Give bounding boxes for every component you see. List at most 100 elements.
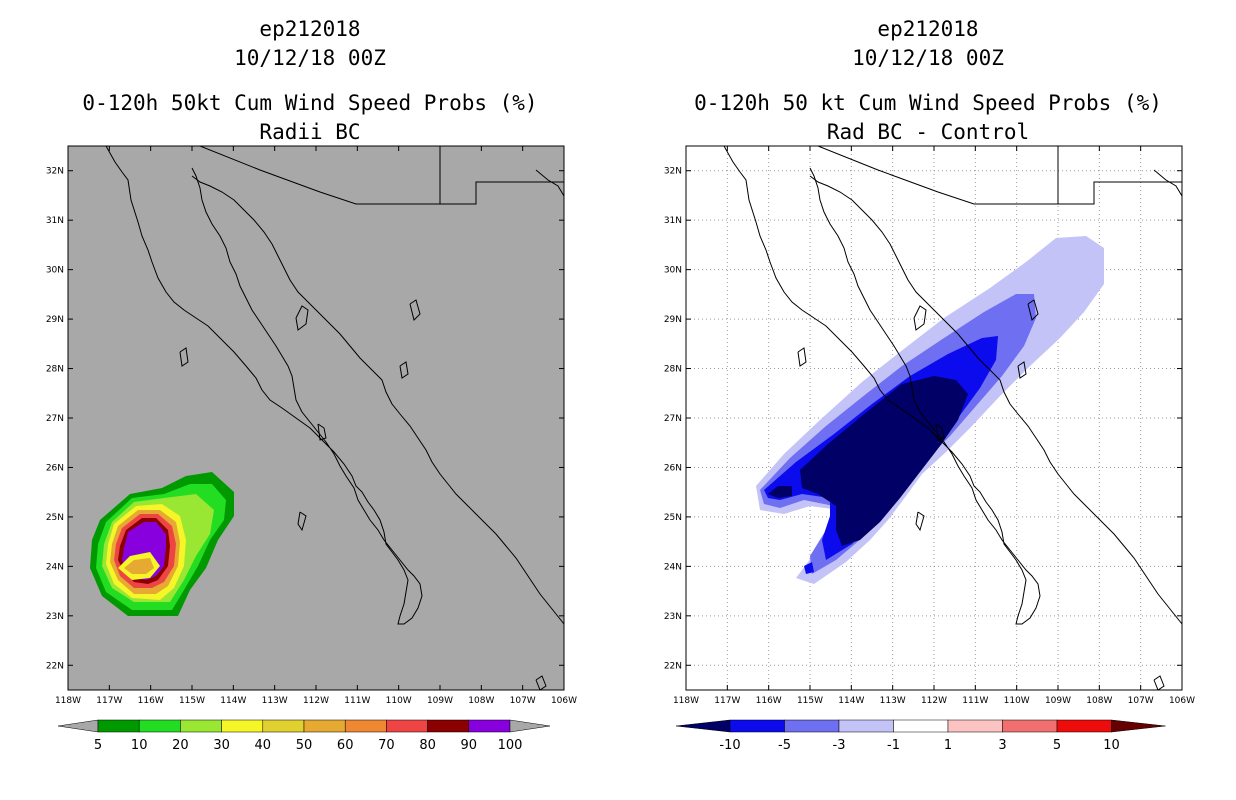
left-probability-contours xyxy=(90,146,564,690)
right-title-storm-id: ep212018 xyxy=(877,17,979,41)
colorbar-label: 50 xyxy=(296,738,313,753)
right-difference-contours xyxy=(723,146,1182,690)
left-title-storm-id: ep212018 xyxy=(259,17,361,41)
colorbar-label: 1 xyxy=(944,738,952,753)
lon-tick-label: 113W xyxy=(880,696,906,706)
lat-tick-label: 22N xyxy=(664,661,682,671)
colorbar-swatch xyxy=(221,719,264,733)
colorbar-swatch xyxy=(138,719,181,733)
lat-tick-label: 31N xyxy=(46,216,64,226)
colorbar-swatch xyxy=(386,719,428,733)
lat-tick-label: 28N xyxy=(664,365,682,375)
colorbar-swatch xyxy=(838,719,894,733)
lon-tick-label: 116W xyxy=(756,696,782,706)
lon-tick-label: 115W xyxy=(797,696,823,706)
left-title-subtitle: Radii BC xyxy=(259,120,361,144)
right-map-title: ep212018 10/12/18 00Z 0-120h 50 kt Cum W… xyxy=(628,15,1228,147)
lat-tick-label: 22N xyxy=(46,661,64,671)
right-title-date: 10/12/18 00Z xyxy=(852,46,1004,70)
colorbar-swatch xyxy=(1002,719,1058,733)
right-title-subtitle: Rad BC - Control xyxy=(826,120,1030,144)
right-lat-axis: 32N 31N 30N 29N 28N 27N 26N 25N 24N 23N 22N xyxy=(664,167,1182,671)
lon-tick-label: 117W xyxy=(714,696,740,706)
colorbar-label: 80 xyxy=(419,738,436,753)
lat-tick-label: 31N xyxy=(664,216,682,226)
lon-tick-label: 113W xyxy=(262,696,288,706)
lat-tick-label: 32N xyxy=(664,167,682,177)
lat-tick-label: 30N xyxy=(664,266,682,276)
lat-tick-label: 26N xyxy=(664,463,682,473)
colorbar-swatch xyxy=(947,719,1003,733)
colorbar-label: 5 xyxy=(1053,738,1061,753)
left-title-date: 10/12/18 00Z xyxy=(234,46,386,70)
lon-tick-label: 114W xyxy=(838,696,864,706)
lat-tick-label: 24N xyxy=(46,562,64,572)
colorbar-over-triangle xyxy=(1111,719,1166,733)
colorbar-label: 70 xyxy=(378,738,395,753)
right-title-product: 0-120h 50 kt Cum Wind Speed Probs (%) xyxy=(694,91,1162,115)
colorbar-label: -10 xyxy=(719,738,740,753)
colorbar-label: 10 xyxy=(1103,738,1120,753)
lon-tick-label: 110W xyxy=(386,696,412,706)
left-colorbar: 5 10 20 30 40 50 60 70 80 90 100 xyxy=(57,719,551,753)
colorbar-label: 30 xyxy=(213,738,230,753)
lat-tick-label: 25N xyxy=(46,513,64,523)
colorbar-swatch xyxy=(344,719,387,733)
colorbar-label: 5 xyxy=(94,738,102,753)
lon-tick-label: 114W xyxy=(220,696,246,706)
colorbar-label: 60 xyxy=(337,738,354,753)
lat-tick-label: 29N xyxy=(46,315,64,325)
colorbar-label: -5 xyxy=(778,738,791,753)
colorbar-label: -1 xyxy=(887,738,900,753)
colorbar-swatch xyxy=(468,719,511,733)
lat-tick-label: 29N xyxy=(664,315,682,325)
colorbar-label: 10 xyxy=(131,738,148,753)
lon-tick-label: 106W xyxy=(1169,696,1195,706)
lat-tick-label: 30N xyxy=(46,266,64,276)
colorbar-swatch xyxy=(893,719,949,733)
colorbar-label: 40 xyxy=(255,738,272,753)
colorbar-swatch xyxy=(262,719,305,733)
colorbar-swatch xyxy=(729,719,785,733)
colorbar-swatch xyxy=(784,719,840,733)
lon-tick-label: 118W xyxy=(55,696,81,706)
lon-tick-label: 116W xyxy=(138,696,164,706)
lat-tick-label: 24N xyxy=(664,562,682,572)
colorbar-label: 100 xyxy=(498,738,523,753)
lat-tick-label: 27N xyxy=(664,414,682,424)
lon-tick-label: 111W xyxy=(344,696,370,706)
lon-tick-label: 106W xyxy=(551,696,577,706)
colorbar-under-triangle xyxy=(675,719,731,733)
lon-tick-label: 107W xyxy=(510,696,536,706)
colorbar-swatch xyxy=(97,719,140,733)
lon-tick-label: 108W xyxy=(1086,696,1112,706)
lon-tick-label: 118W xyxy=(673,696,699,706)
lat-tick-label: 23N xyxy=(46,612,64,622)
colorbar-swatch xyxy=(1056,719,1112,733)
colorbar-label: 3 xyxy=(998,738,1006,753)
colorbar-label: 20 xyxy=(172,738,189,753)
left-title-product: 0-120h 50kt Cum Wind Speed Probs (%) xyxy=(82,91,538,115)
colorbar-swatch xyxy=(303,719,346,733)
lat-tick-label: 26N xyxy=(46,463,64,473)
colorbar-label: -3 xyxy=(833,738,846,753)
colorbar-over-triangle xyxy=(509,719,551,733)
colorbar-swatch xyxy=(180,719,222,733)
colorbar-under-triangle xyxy=(57,719,99,733)
right-colorbar: -10 -5 -3 -1 1 3 5 10 xyxy=(675,719,1166,753)
lon-tick-label: 107W xyxy=(1128,696,1154,706)
lon-tick-label: 109W xyxy=(1045,696,1071,706)
lat-tick-label: 28N xyxy=(46,365,64,375)
lat-tick-label: 25N xyxy=(664,513,682,523)
left-lon-axis: 118W 117W 116W 115W 114W 113W 112W 111W 110W 109W… xyxy=(55,146,577,706)
lat-tick-label: 27N xyxy=(46,414,64,424)
left-map-title: ep212018 10/12/18 00Z 0-120h 50kt Cum Wi… xyxy=(10,15,610,147)
lon-tick-label: 110W xyxy=(1004,696,1030,706)
lat-tick-label: 23N xyxy=(664,612,682,622)
colorbar-label: 90 xyxy=(461,738,478,753)
right-lon-axis: 118W 117W 116W 115W 114W 113W 112W 111W 110W 109W… xyxy=(673,146,1195,706)
lon-tick-label: 111W xyxy=(962,696,988,706)
lon-tick-label: 112W xyxy=(921,696,947,706)
